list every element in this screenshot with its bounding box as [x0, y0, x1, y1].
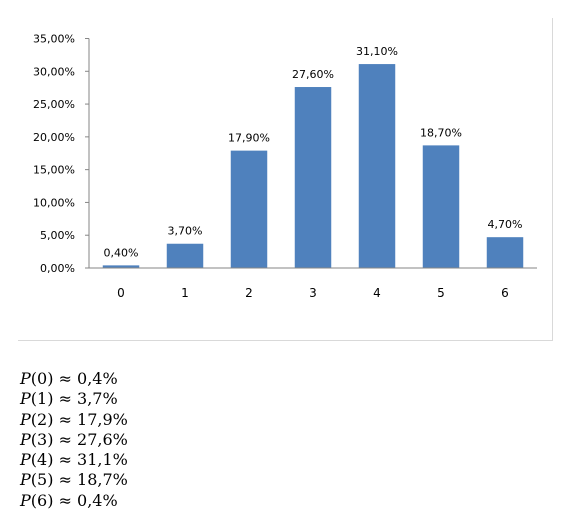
x-tick-label: 1 — [181, 286, 189, 300]
probability-line: P(1) ≈ 3,7% — [20, 389, 118, 409]
bar-chart: 0,00% 5,00% 10,00% 15,00% 20,00% 25,00% 30,00%… — [33, 33, 537, 300]
probability-line: P(5) ≈ 18,7% — [20, 470, 128, 490]
bar — [358, 64, 396, 268]
probability-list: P(0) ≈ 0,4% P(1) ≈ 3,7% P(2) ≈ 17,9% P(3… — [20, 369, 128, 511]
x-tick-label: 5 — [437, 286, 445, 300]
bar — [102, 265, 140, 268]
data-label: 4,70% — [488, 218, 523, 231]
probability-line: P(4) ≈ 31,1% — [20, 450, 128, 470]
bar — [166, 243, 204, 268]
bar — [422, 145, 460, 268]
y-tick-label: 5,00% — [40, 229, 75, 242]
y-tick-label: 10,00% — [33, 196, 75, 209]
bar — [230, 150, 268, 268]
chart-frame — [18, 18, 553, 341]
probability-line: P(6) ≈ 0,4% — [20, 490, 118, 510]
probability-line: P(2) ≈ 17,9% — [20, 409, 128, 429]
x-tick-label: 4 — [373, 286, 381, 300]
data-label: 0,40% — [104, 246, 139, 259]
data-label: 31,10% — [356, 45, 398, 58]
y-tick-label: 25,00% — [33, 98, 75, 111]
bar — [486, 237, 524, 268]
x-tick-label: 3 — [309, 286, 317, 300]
x-tick-label: 0 — [117, 286, 125, 300]
probability-line: P(0) ≈ 0,4% — [20, 369, 118, 388]
probability-line: P(3) ≈ 27,6% — [20, 429, 128, 449]
y-tick-label: 30,00% — [33, 65, 75, 78]
data-label: 18,70% — [420, 126, 462, 139]
data-label: 27,60% — [292, 68, 334, 81]
y-tick-label: 0,00% — [40, 262, 75, 275]
y-tick-label: 20,00% — [33, 131, 75, 144]
y-tick-label: 15,00% — [33, 164, 75, 177]
x-tick-label: 2 — [245, 286, 253, 300]
bar — [294, 87, 332, 268]
y-tick-label: 35,00% — [33, 33, 75, 46]
data-label: 17,90% — [228, 132, 270, 145]
data-label: 3,70% — [168, 225, 203, 238]
x-tick-label: 6 — [501, 286, 509, 300]
